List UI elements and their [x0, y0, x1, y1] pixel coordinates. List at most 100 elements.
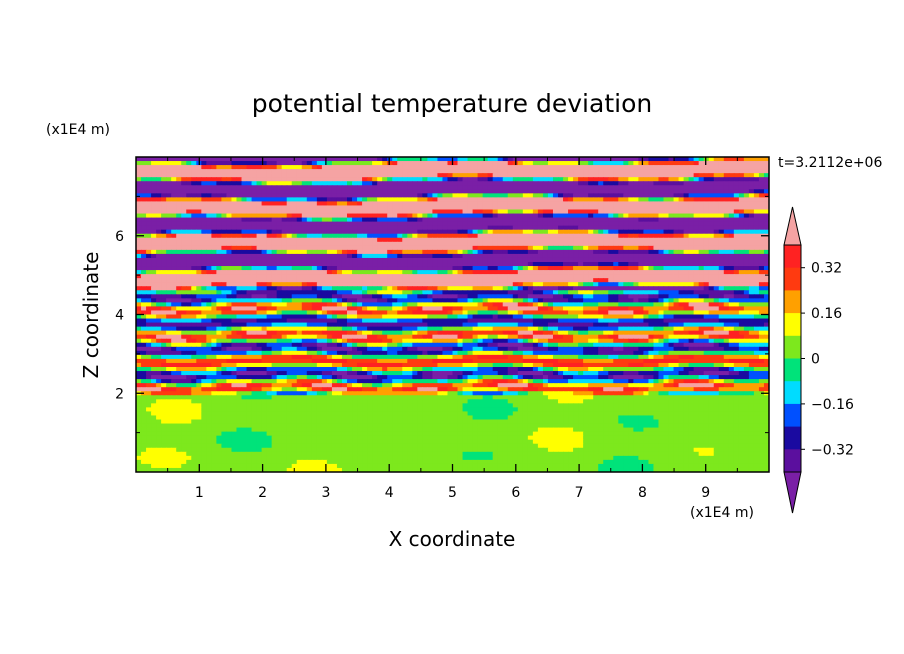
field-cell — [171, 169, 177, 174]
field-cell — [331, 229, 338, 235]
field-cell — [568, 253, 574, 259]
field-cell — [412, 189, 418, 194]
field-cell — [156, 262, 162, 267]
field-cell — [341, 221, 348, 227]
field-cell — [427, 229, 433, 235]
field-cell — [723, 209, 730, 215]
field-cell — [341, 298, 348, 303]
field-cell — [201, 157, 207, 162]
field-cell — [336, 314, 343, 320]
field-cell — [668, 302, 675, 308]
field-cell — [161, 205, 167, 211]
field-cell — [658, 253, 665, 259]
field-cell — [643, 282, 650, 287]
field-cell — [648, 282, 655, 287]
field-cell — [613, 282, 619, 287]
field-cell — [261, 282, 268, 287]
field-cell — [397, 278, 403, 283]
field-cell — [688, 209, 695, 215]
field-cell — [452, 278, 459, 283]
field-cell — [136, 221, 142, 227]
field-cell — [658, 233, 665, 239]
field-cell — [206, 278, 212, 283]
field-cell — [698, 165, 705, 170]
field-cell — [241, 286, 248, 291]
field-cell — [633, 169, 639, 174]
field-cell — [417, 314, 423, 320]
field-cell — [713, 181, 720, 186]
field-cell — [422, 270, 428, 275]
field-cell — [522, 245, 529, 251]
field-cell — [146, 249, 152, 255]
field-cell — [542, 270, 549, 275]
field-cell — [693, 173, 700, 178]
field-cell — [306, 169, 313, 174]
field-cell — [387, 157, 393, 162]
field-cell — [286, 294, 293, 299]
field-cell — [226, 302, 233, 308]
field-cell — [261, 310, 268, 316]
field-cell — [447, 229, 454, 235]
field-cell — [643, 177, 650, 182]
field-cell — [522, 298, 529, 303]
field-cell — [352, 197, 358, 203]
field-cell — [738, 249, 745, 255]
field-cell — [733, 266, 740, 271]
field-cell — [347, 209, 353, 215]
field-cell — [186, 278, 192, 283]
field-cell — [452, 314, 459, 320]
field-cell — [301, 286, 308, 291]
field-cell — [507, 270, 514, 275]
field-cell — [196, 181, 202, 186]
field-cell — [296, 217, 303, 223]
field-cell — [618, 290, 624, 295]
field-cell — [136, 229, 142, 235]
field-cell — [176, 249, 182, 255]
field-cell — [547, 237, 554, 243]
field-cell — [412, 245, 418, 251]
field-cell — [507, 294, 514, 299]
field-cell — [387, 161, 393, 166]
field-cell — [226, 278, 233, 283]
field-cell — [733, 161, 740, 166]
field-cell — [578, 209, 584, 215]
field-cell — [211, 201, 217, 207]
field-cell — [437, 294, 444, 299]
field-cell — [352, 253, 358, 259]
field-cell — [693, 201, 700, 207]
field-cell — [387, 217, 393, 223]
field-cell — [276, 193, 283, 198]
field-cell — [618, 241, 624, 247]
field-cell — [482, 253, 489, 259]
field-cell — [743, 262, 750, 267]
field-cell — [447, 201, 454, 207]
field-cell — [296, 189, 303, 194]
field-cell — [191, 169, 197, 174]
field-cell — [718, 245, 725, 251]
field-cell — [638, 177, 644, 182]
field-cell — [392, 217, 398, 223]
field-cell — [487, 213, 494, 219]
field-cell — [578, 294, 584, 299]
field-cell — [276, 229, 283, 235]
field-cell — [422, 197, 428, 203]
field-cell — [362, 249, 368, 255]
field-cell — [362, 290, 368, 295]
field-cell — [457, 193, 464, 198]
field-cell — [718, 274, 725, 279]
field-cell — [417, 193, 423, 198]
field-cell — [452, 161, 459, 166]
field-cell — [698, 201, 705, 207]
field-cell — [191, 253, 197, 259]
field-cell — [522, 169, 529, 174]
field-cell — [502, 302, 509, 308]
field-cell — [166, 213, 172, 219]
field-cell — [583, 294, 589, 299]
field-cell — [362, 286, 368, 291]
field-cell — [276, 282, 283, 287]
field-cell — [472, 169, 479, 174]
field-cell — [537, 161, 544, 166]
field-cell — [341, 314, 348, 320]
field-cell — [763, 177, 769, 182]
field-cell — [758, 270, 765, 275]
